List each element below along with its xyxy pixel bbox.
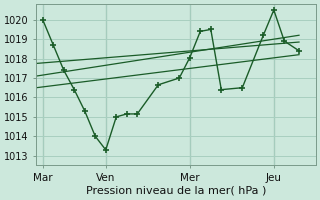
X-axis label: Pression niveau de la mer( hPa ): Pression niveau de la mer( hPa ) bbox=[86, 186, 266, 196]
